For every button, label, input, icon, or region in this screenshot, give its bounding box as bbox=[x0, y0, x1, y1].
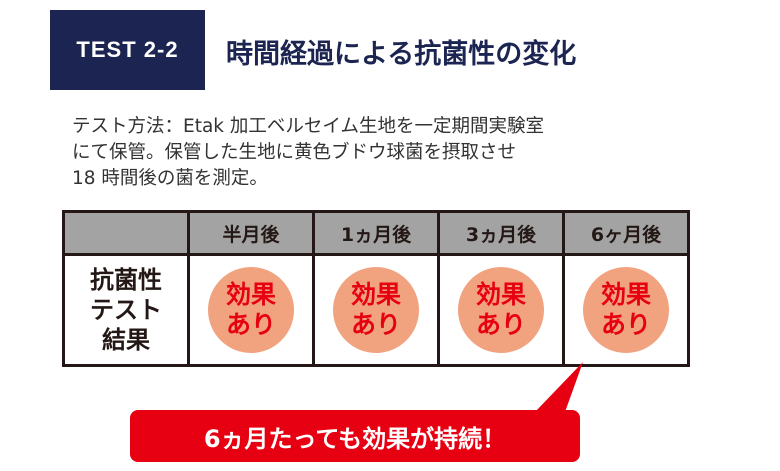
page-title: 時間経過による抗菌性の変化 bbox=[226, 39, 577, 70]
description-line: テスト方法：Etak 加工ベルセイム生地を一定期間実験室 bbox=[72, 116, 545, 137]
result-cell: 効果 あり bbox=[312, 253, 440, 367]
effect-stamp: 効果 あり bbox=[583, 267, 669, 353]
description-line: 18 時間後の菌を測定。 bbox=[72, 168, 268, 189]
header-cell: 6ヶ月後 bbox=[562, 210, 690, 256]
row-label-line: 抗菌性 bbox=[90, 266, 162, 294]
header-cell: 3ヵ月後 bbox=[437, 210, 565, 256]
effect-stamp: 効果 あり bbox=[208, 267, 294, 353]
result-cell: 効果 あり bbox=[187, 253, 315, 367]
stamp-text: あり bbox=[225, 310, 276, 339]
effect-stamp: 効果 あり bbox=[458, 267, 544, 353]
result-cell: 効果 あり bbox=[562, 253, 690, 367]
description: テスト方法：Etak 加工ベルセイム生地を一定期間実験室 にて保管。保管した生地… bbox=[72, 114, 544, 192]
row-label-line: テスト bbox=[90, 296, 162, 324]
callout-banner: 6ヵ月たっても効果が持続！ bbox=[130, 410, 580, 462]
stamp-text: あり bbox=[475, 310, 526, 339]
effect-stamp: 効果 あり bbox=[333, 267, 419, 353]
header-cell: 半月後 bbox=[187, 210, 315, 256]
row-label-line: 結果 bbox=[102, 326, 150, 354]
row-label: 抗菌性 テスト 結果 bbox=[62, 253, 190, 367]
header-cell-empty bbox=[62, 210, 190, 256]
stamp-text: あり bbox=[350, 310, 401, 339]
result-cell: 効果 あり bbox=[437, 253, 565, 367]
results-table: 半月後 1ヵ月後 3ヵ月後 6ヶ月後 抗菌性 テスト 結果 効果 あり 効果 あり … bbox=[62, 210, 690, 367]
description-line: にて保管。保管した生地に黄色ブドウ球菌を摂取させ bbox=[72, 142, 517, 163]
test-badge: TEST 2-2 bbox=[50, 10, 205, 90]
result-row: 抗菌性 テスト 結果 効果 あり 効果 あり 効果 あり 効果 あり bbox=[62, 253, 690, 367]
header-cell: 1ヵ月後 bbox=[312, 210, 440, 256]
stamp-text: 効果 bbox=[475, 280, 526, 309]
stamp-text: 効果 bbox=[350, 280, 401, 309]
stamp-text: 効果 bbox=[225, 280, 276, 309]
header-row: 半月後 1ヵ月後 3ヵ月後 6ヶ月後 bbox=[62, 210, 690, 256]
stamp-text: あり bbox=[600, 310, 651, 339]
stamp-text: 効果 bbox=[600, 280, 651, 309]
